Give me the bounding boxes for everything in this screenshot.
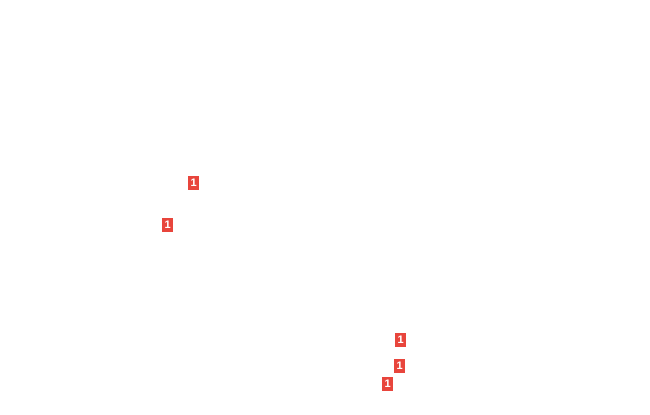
badge-4: 1 — [394, 359, 405, 373]
badge-3: 1 — [395, 333, 406, 347]
badge-5: 1 — [382, 377, 393, 391]
badge-1: 1 — [188, 176, 199, 190]
badge-2: 1 — [162, 218, 173, 232]
